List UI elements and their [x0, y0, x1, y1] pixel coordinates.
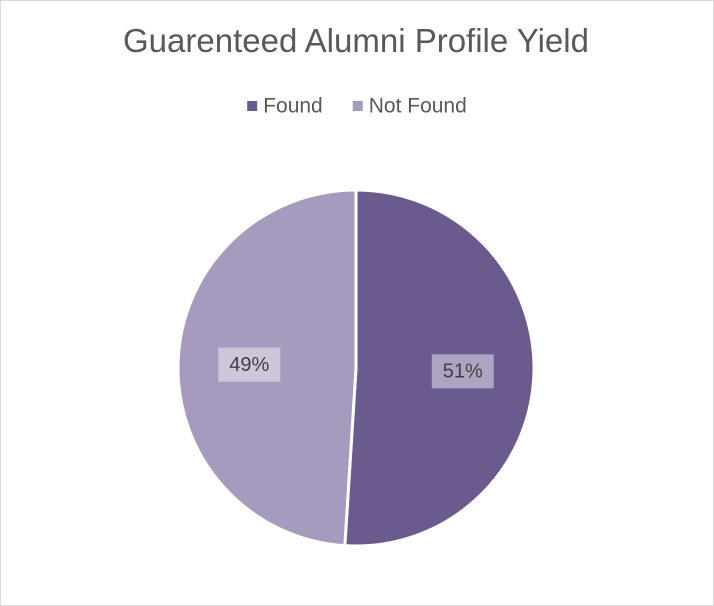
data-label-text: 51%: [443, 361, 483, 383]
data-label-found: 51%: [431, 354, 494, 389]
legend-label-found: Found: [263, 95, 323, 118]
data-labels: 51% 49%: [218, 347, 494, 389]
legend-swatch-found: [247, 101, 258, 111]
pie-slice-found: [343, 188, 536, 548]
pie-slice-not-found: [176, 188, 358, 548]
data-label-text: 49%: [229, 354, 269, 376]
pie-slices: [176, 188, 536, 548]
legend-label-not-found: Not Found: [369, 95, 467, 118]
data-label-box: [431, 354, 494, 389]
legend: Found Not Found: [247, 95, 467, 118]
data-label-not-found: 49%: [218, 347, 281, 382]
legend-swatch-not-found: [352, 101, 363, 111]
chart-title: Guarenteed Alumni Profile Yield: [123, 22, 589, 59]
data-label-box: [218, 347, 281, 382]
